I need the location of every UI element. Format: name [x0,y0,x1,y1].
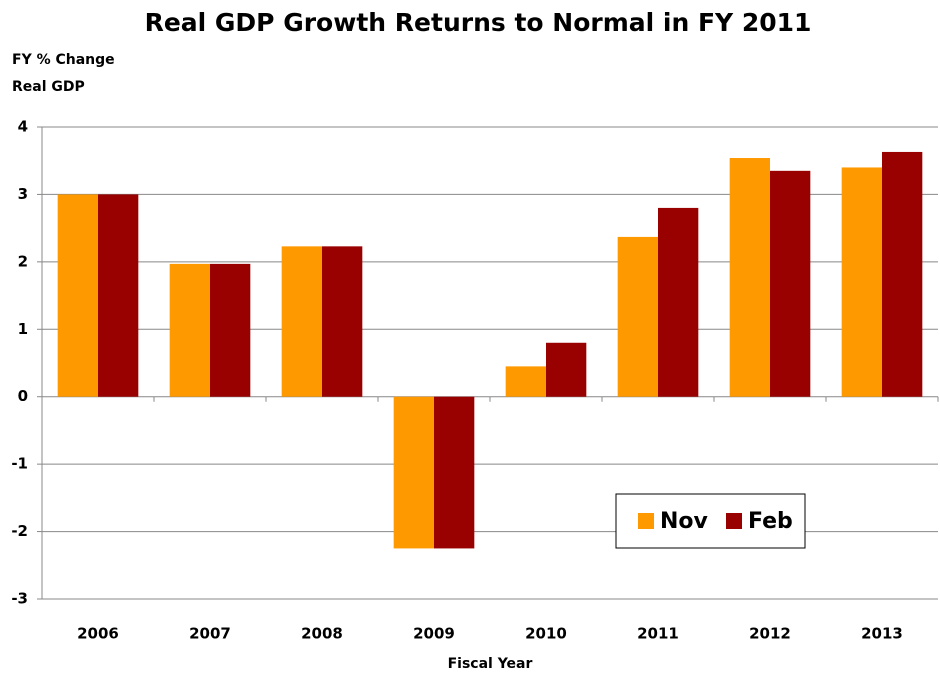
x-tick-label: 2010 [525,625,567,643]
bar [617,236,658,397]
y-tick-label: 3 [18,185,28,203]
y-tick-label: 4 [18,118,28,136]
y-axis-label: Real GDP [12,79,85,95]
x-tick-label: 2012 [749,625,791,643]
bar [169,263,210,397]
y-tick-label: 1 [18,320,28,338]
x-tick-label: 2007 [189,625,231,643]
x-axis-label: Fiscal Year [448,656,533,672]
legend-swatch [726,513,742,529]
y-axis-label: FY % Change [12,52,115,68]
bar [434,396,475,549]
y-tick-label: -1 [11,455,28,473]
bar [546,342,587,397]
bar [322,246,363,397]
bar [393,396,434,549]
y-tick-label: -2 [11,522,28,540]
bar [770,170,811,397]
legend-label: Feb [748,509,793,534]
x-tick-label: 2008 [301,625,343,643]
legend-swatch [638,513,654,529]
bar [505,366,546,397]
bar [882,151,923,397]
bar [841,167,882,397]
y-tick-label: 0 [18,387,28,405]
bar [57,194,98,397]
legend-label: Nov [660,509,709,534]
x-tick-label: 2009 [413,625,455,643]
bar [98,194,139,397]
bar [281,246,322,397]
x-tick-label: 2011 [637,625,679,643]
bar [210,263,251,397]
bar [729,158,770,397]
x-tick-label: 2013 [861,625,903,643]
y-tick-label: -3 [11,590,28,608]
chart-title: Real GDP Growth Returns to Normal in FY … [145,8,812,37]
x-tick-label: 2006 [77,625,119,643]
bar [658,207,699,397]
y-tick-label: 2 [18,252,28,270]
